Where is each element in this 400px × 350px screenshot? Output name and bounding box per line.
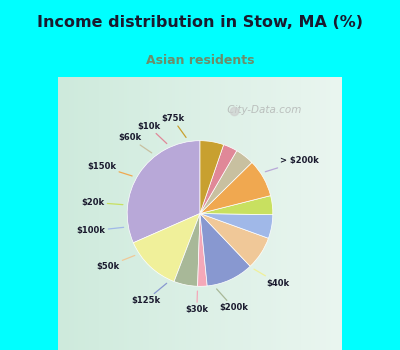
- Text: $150k: $150k: [87, 162, 132, 176]
- Wedge shape: [200, 145, 237, 214]
- Wedge shape: [200, 196, 273, 215]
- Wedge shape: [200, 214, 268, 266]
- Text: City-Data.com: City-Data.com: [224, 105, 301, 115]
- Text: $75k: $75k: [161, 114, 186, 138]
- Text: $200k: $200k: [217, 289, 248, 312]
- Text: $30k: $30k: [185, 291, 208, 314]
- Text: Asian residents: Asian residents: [146, 54, 254, 67]
- Wedge shape: [200, 214, 273, 238]
- Text: $125k: $125k: [131, 283, 167, 305]
- Wedge shape: [174, 214, 200, 286]
- Wedge shape: [200, 141, 224, 214]
- Text: $100k: $100k: [77, 226, 124, 235]
- Wedge shape: [198, 214, 207, 286]
- Wedge shape: [127, 141, 200, 243]
- Text: > $200k: > $200k: [265, 156, 319, 172]
- Wedge shape: [200, 162, 270, 214]
- Text: $60k: $60k: [118, 133, 152, 153]
- Text: $20k: $20k: [82, 198, 123, 207]
- Text: $50k: $50k: [96, 256, 135, 271]
- Wedge shape: [133, 214, 200, 281]
- Text: $40k: $40k: [254, 269, 289, 288]
- Wedge shape: [200, 150, 252, 214]
- Wedge shape: [200, 214, 250, 286]
- Text: $10k: $10k: [137, 122, 167, 144]
- Text: Income distribution in Stow, MA (%): Income distribution in Stow, MA (%): [37, 15, 363, 30]
